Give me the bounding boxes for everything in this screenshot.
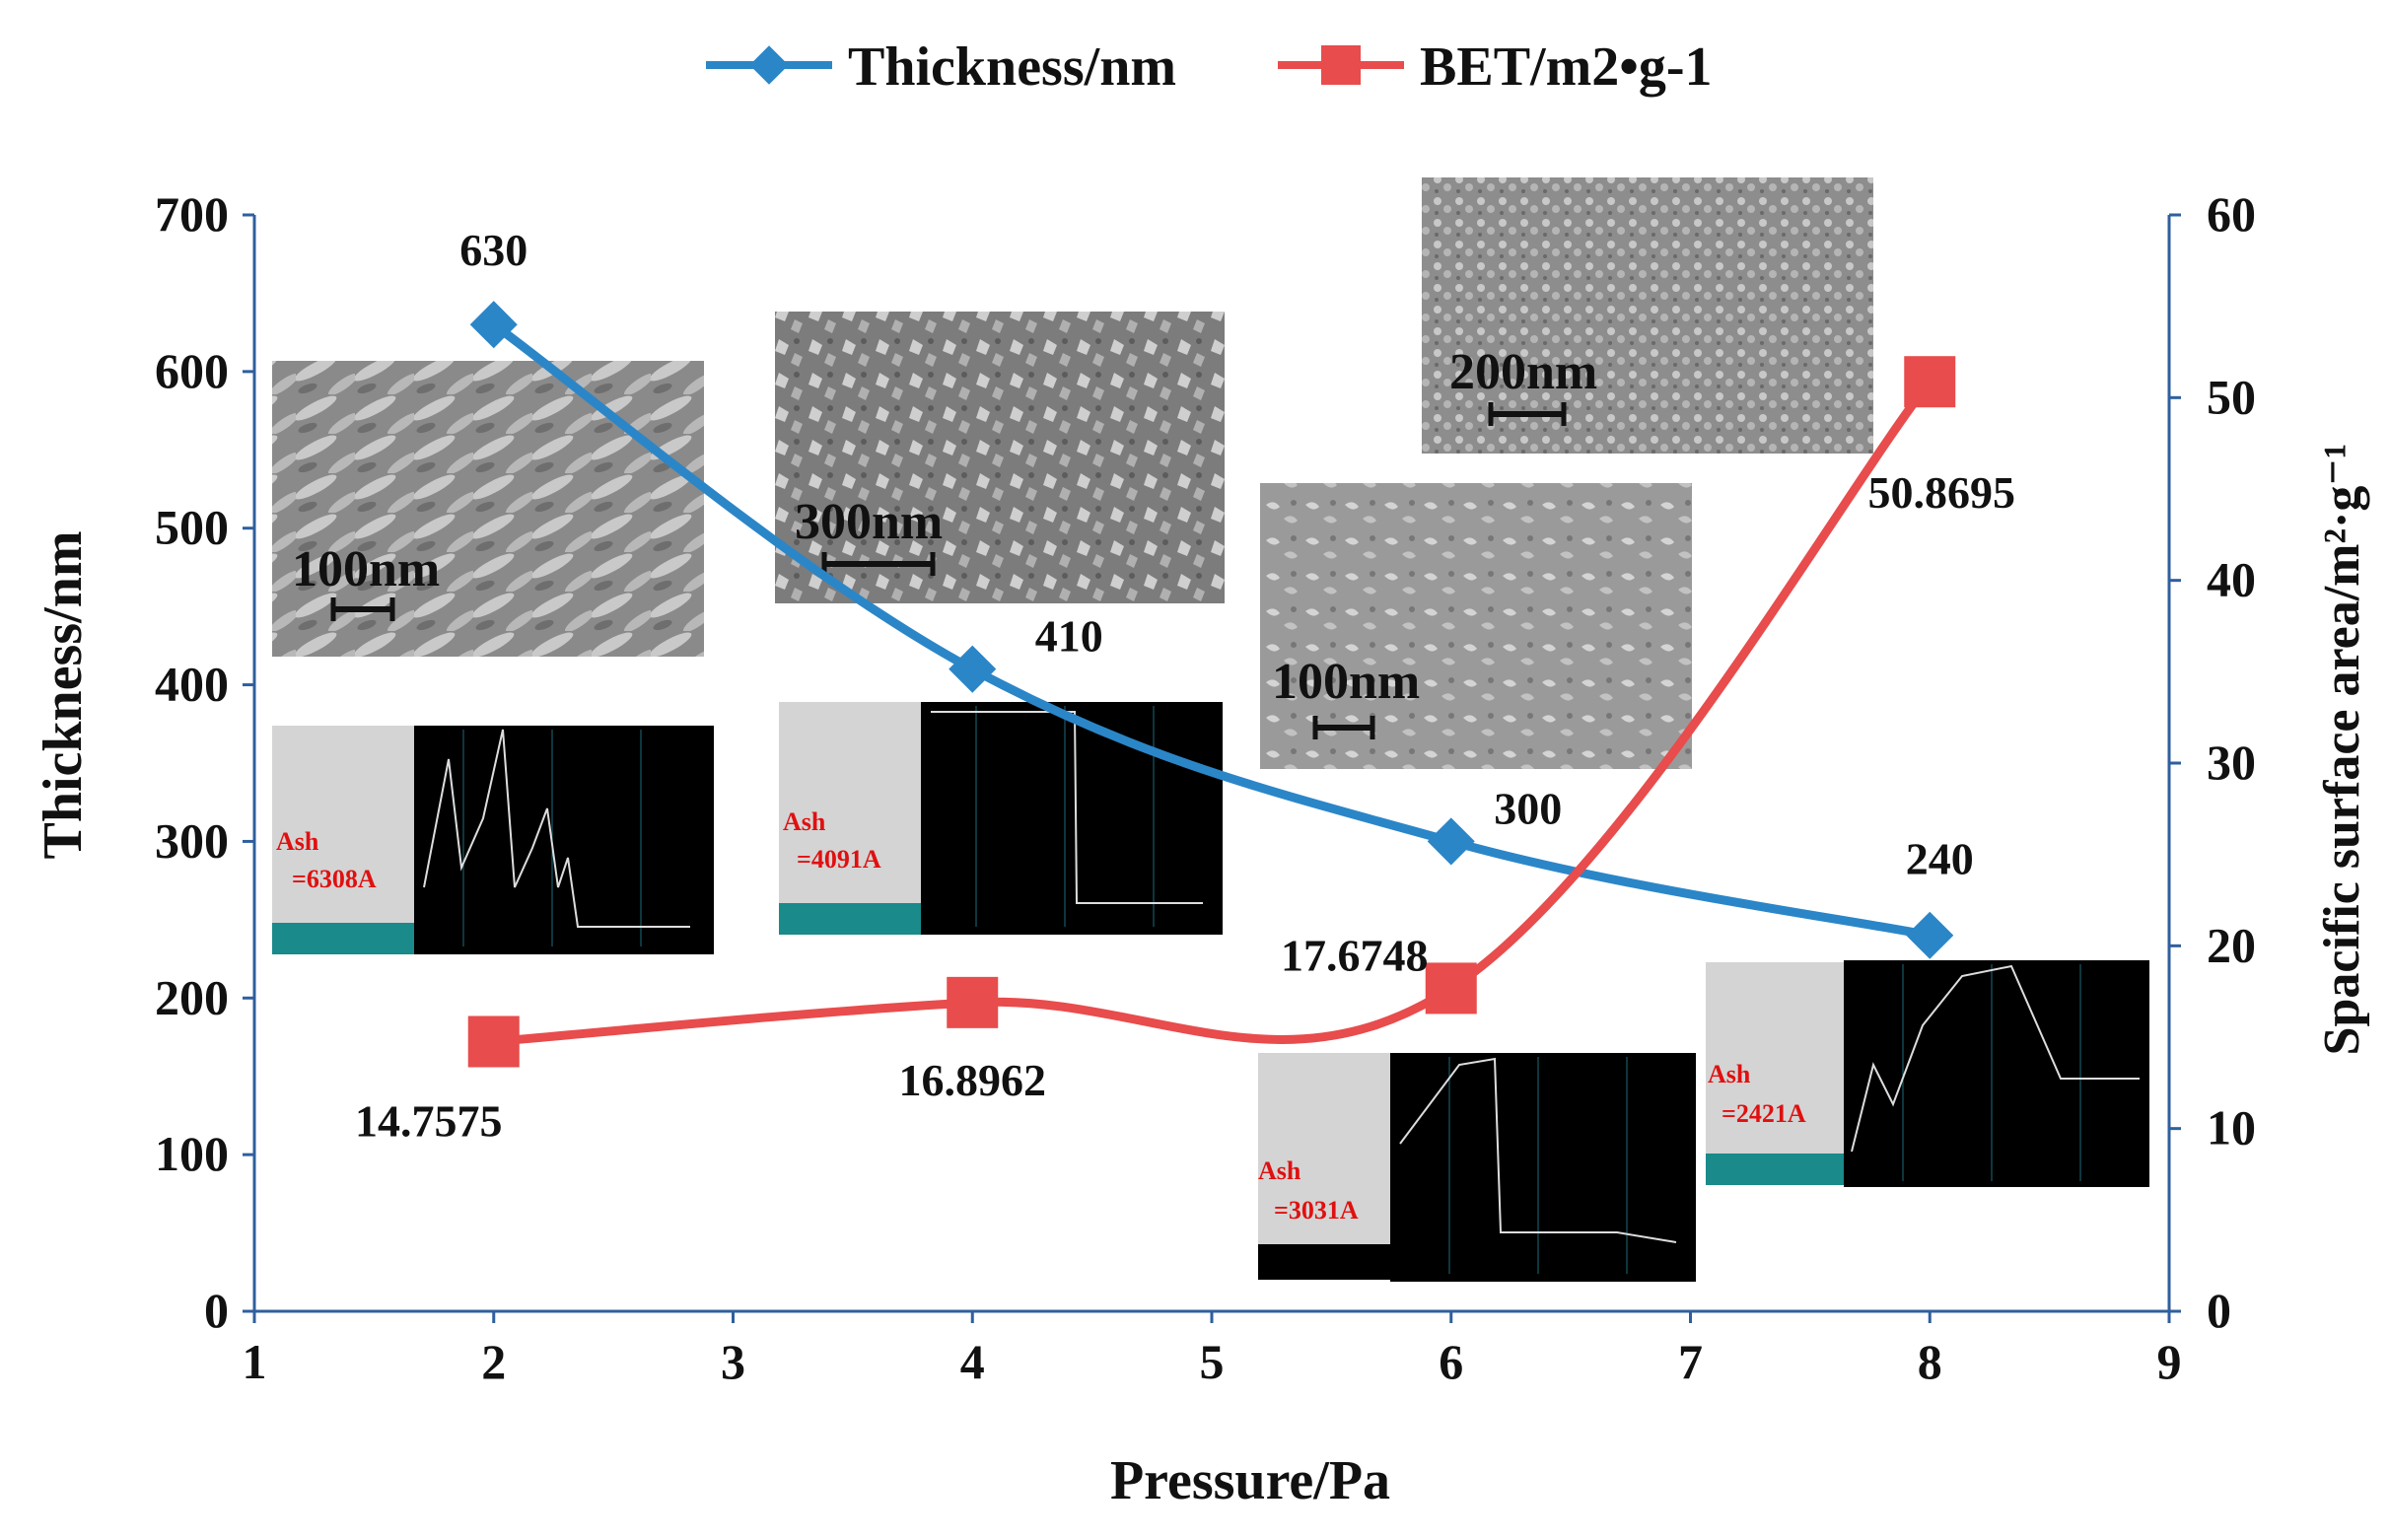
profile-status-bar-3 (1258, 1244, 1390, 1280)
x-tick-label-2: 2 (481, 1334, 506, 1389)
legend-label-bet: BET/m2•g-1 (1420, 36, 1713, 98)
sem-inset-1: 100nm (272, 361, 704, 657)
y-right-tick-label-3: 20 (2207, 917, 2256, 972)
data-labels-layer: 630 410 300 240 14.7575 16.8962 17.6748 50.8695 (355, 225, 2015, 1146)
bet-point-2 (947, 976, 999, 1028)
y-right-tick-label-6: 50 (2207, 369, 2256, 424)
x-tick-label-7: 7 (1678, 1334, 1703, 1389)
x-tick-label-8: 8 (1918, 1334, 1942, 1389)
profile-inset-4: Ash =2421A (1706, 960, 2149, 1187)
ash-label-2: Ash (783, 807, 826, 836)
profile-trace-4 (1851, 964, 2140, 1153)
y-right-tick-label-7: 60 (2207, 186, 2256, 242)
sem-inset-2: 300nm (775, 312, 1225, 603)
y-left-tick-label-4: 300 (155, 812, 229, 868)
bet-point-4 (1904, 356, 1956, 408)
scale-label-3: 100nm (1272, 654, 1420, 710)
x-tick-label-5: 5 (1200, 1334, 1225, 1389)
series-line-2 (489, 377, 1934, 1046)
thickness-label-2: 410 (1035, 611, 1103, 662)
x-tick-label-3: 3 (721, 1334, 745, 1389)
profile-trace-1 (423, 729, 690, 928)
profile-status-bar-4 (1706, 1154, 1844, 1185)
ash-label-1: Ash (276, 827, 319, 856)
y-left-tick-label-5: 400 (155, 657, 229, 712)
legend-label-thickness: Thickness/nm (848, 36, 1176, 98)
profile-inset-2: Ash =4091A (779, 702, 1223, 935)
thickness-point-4 (1906, 911, 1954, 959)
x-tick-label-9: 9 (2157, 1334, 2182, 1389)
x-tick-label-4: 4 (960, 1334, 985, 1389)
sem-image-4 (1422, 177, 1873, 454)
x-tick-label-6: 6 (1439, 1334, 1463, 1389)
y-right-tick-label-5: 40 (2207, 552, 2256, 607)
ash-value-4: =2421A (1722, 1099, 1806, 1128)
sem-inset-3: 100nm (1260, 483, 1692, 769)
profile-panel-4 (1706, 962, 1844, 1155)
ash-value-3: =3031A (1274, 1196, 1359, 1225)
y-left-tick-label-6: 500 (155, 500, 229, 555)
thickness-point-2 (949, 645, 997, 693)
thickness-label-1: 630 (459, 225, 527, 275)
y-right-tick-label-4: 30 (2207, 735, 2256, 790)
sem-inset-4: 200nm (1422, 177, 1873, 454)
ash-value-1: =6308A (292, 865, 377, 893)
y-right-axis-title: Spacific surface area/m²·g⁻¹ (2314, 444, 2370, 1056)
profile-plot-2 (921, 702, 1223, 935)
y-left-tick-label-2: 100 (155, 1126, 229, 1181)
thickness-point-3 (1427, 817, 1475, 866)
bet-point-3 (1425, 962, 1477, 1015)
legend-marker-bet (1321, 45, 1361, 85)
y-left-axis-title: Thickness/nm (33, 531, 94, 860)
ash-value-2: =4091A (797, 845, 881, 874)
legend-marker-thickness (749, 45, 789, 85)
y-left-tick-label-8: 700 (155, 186, 229, 242)
x-axis-title: Pressure/Pa (1110, 1450, 1390, 1511)
bet-label-1: 14.7575 (355, 1095, 503, 1146)
profile-trace-2 (931, 711, 1203, 904)
scale-label-1: 100nm (292, 541, 440, 597)
sem-image-3 (1260, 483, 1692, 769)
profile-panel-3 (1258, 1053, 1390, 1280)
thickness-label-3: 300 (1494, 783, 1562, 833)
profile-status-bar-1 (272, 923, 414, 954)
profile-plot-4 (1844, 960, 2149, 1187)
profile-inset-1: Ash =6308A (272, 726, 714, 954)
bet-label-2: 16.8962 (899, 1055, 1047, 1105)
profile-panel-1 (272, 726, 414, 952)
profile-status-bar-2 (779, 903, 921, 935)
sem-image-2 (775, 312, 1225, 603)
y-left-tick-label-3: 200 (155, 969, 229, 1024)
thickness-point-1 (469, 301, 518, 349)
profile-inset-3: Ash =3031A (1258, 1053, 1696, 1282)
bet-label-3: 17.6748 (1281, 930, 1429, 980)
ash-label-3: Ash (1258, 1156, 1301, 1185)
x-tick-label-1: 1 (243, 1334, 267, 1389)
profile-plot-1 (414, 726, 714, 954)
legend: Thickness/nm BET/m2•g-1 (706, 36, 1713, 98)
profile-trace-3 (1399, 1057, 1677, 1243)
tick-labels: 1 2 3 4 5 6 7 8 90100200300400500600700010203040… (155, 186, 2256, 1389)
y-right-tick-label-1: 0 (2207, 1283, 2231, 1338)
axis-ticks (243, 213, 2181, 1323)
series-layer (467, 301, 1956, 1068)
profile-plot-3 (1390, 1053, 1696, 1282)
y-left-tick-label-1: 0 (204, 1283, 229, 1338)
series-line-1 (489, 319, 1934, 941)
scale-label-2: 300nm (795, 494, 943, 550)
y-left-tick-label-7: 600 (155, 343, 229, 398)
bet-label-4: 50.8695 (1868, 467, 2016, 518)
ash-label-4: Ash (1708, 1060, 1751, 1088)
scale-label-4: 200nm (1449, 344, 1597, 400)
y-right-tick-label-2: 10 (2207, 1100, 2256, 1155)
bet-point-1 (467, 1015, 520, 1068)
thickness-label-4: 240 (1906, 834, 1974, 884)
profile-panel-2 (779, 702, 921, 929)
